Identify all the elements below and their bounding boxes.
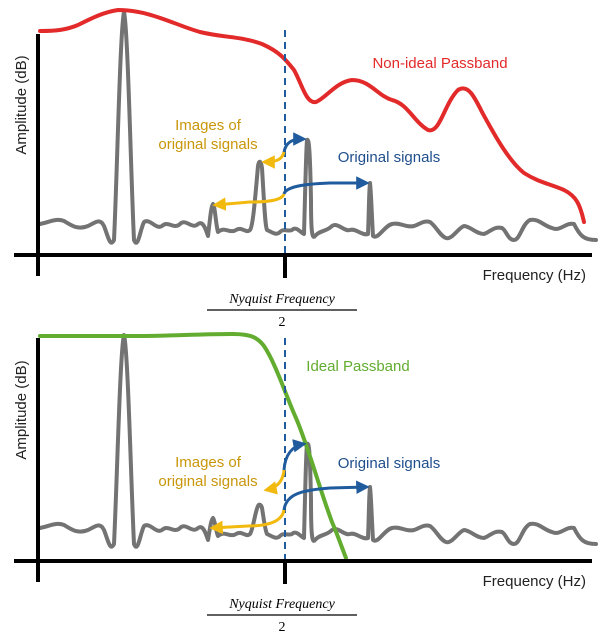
images-label-line1: Images of — [175, 117, 242, 134]
original-signal-arrow-lower — [282, 480, 370, 511]
images-label-line2: original signals — [158, 136, 257, 153]
y-axis-label: Amplitude (dB) — [13, 55, 30, 154]
passband-label: Non-ideal Passband — [372, 55, 507, 72]
x-axis-label: Frequency (Hz) — [483, 573, 586, 590]
images-label-line1: Images of — [175, 454, 242, 471]
original-signals-label: Original signals — [338, 149, 441, 166]
ideal-passband-curve — [38, 331, 348, 560]
nyquist-denominator: 2 — [279, 315, 286, 330]
non-ideal-passband-curve — [38, 7, 586, 224]
original-signal-arrow-upper — [282, 439, 307, 471]
panel-bottom: Amplitude (dB) Frequency (Hz) Ideal Pass… — [13, 331, 598, 635]
passband-label: Ideal Passband — [306, 358, 409, 375]
original-signal-arrow-upper — [282, 132, 307, 153]
image-signal-arrow-upper — [261, 151, 286, 169]
image-signal-arrow-lower — [212, 193, 286, 211]
signal-spectrum — [38, 333, 598, 549]
x-axis-label: Frequency (Hz) — [483, 267, 586, 284]
nyquist-numerator: Nyquist Frequency — [228, 292, 335, 307]
nyquist-numerator: Nyquist Frequency — [228, 597, 335, 612]
original-signals-label: Original signals — [338, 455, 441, 472]
signal-spectrum — [38, 10, 598, 245]
image-signal-arrow-upper — [263, 469, 286, 495]
y-axis-label: Amplitude (dB) — [13, 360, 30, 459]
nyquist-denominator: 2 — [279, 620, 286, 635]
panel-top: Amplitude (dB) Frequency (Hz) Non-ideal … — [13, 7, 598, 330]
images-label-line2: original signals — [158, 473, 257, 490]
original-signal-arrow-lower — [282, 176, 370, 195]
image-signal-arrow-lower — [209, 509, 286, 535]
